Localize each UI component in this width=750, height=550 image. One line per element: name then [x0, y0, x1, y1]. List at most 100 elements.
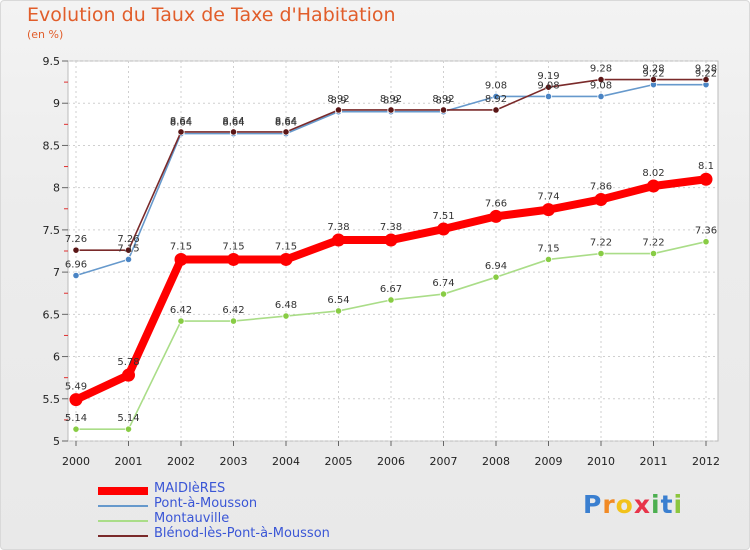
series-point-0: [384, 233, 398, 247]
data-label: 9.22: [642, 69, 664, 80]
legend-swatch: [98, 520, 148, 522]
x-tick-label: 2007: [430, 455, 458, 468]
series-point-2: [702, 238, 710, 246]
legend-swatch: [98, 487, 148, 495]
y-tick-label: 6.5: [43, 308, 61, 321]
data-label: 8.02: [642, 168, 664, 179]
x-tick-label: 2008: [482, 455, 510, 468]
series-point-0: [594, 192, 608, 206]
data-label: 7.74: [537, 192, 559, 203]
series-point-1: [597, 92, 605, 101]
series-point-0: [542, 203, 555, 217]
series-point-2: [282, 312, 290, 320]
series-point-2: [649, 249, 658, 258]
series-point-0: [122, 368, 135, 382]
data-label: 7.86: [590, 181, 612, 192]
series-point-3: [649, 75, 658, 84]
logo-letter: i: [651, 490, 661, 519]
data-label: 7.15: [275, 241, 297, 252]
logo-letter: i: [673, 490, 684, 519]
x-tick-label: 2009: [535, 455, 563, 468]
data-label: 9.22: [695, 69, 717, 80]
series-point-3: [492, 106, 500, 114]
y-axis-unit-label: (en %): [27, 28, 64, 41]
x-tick-label: 2004: [272, 455, 300, 468]
y-tick-label: 9: [53, 97, 60, 110]
data-label: 6.42: [222, 305, 244, 316]
data-label: 8.64: [222, 118, 244, 129]
series-point-1: [124, 255, 133, 264]
data-label: 7.38: [327, 222, 349, 233]
x-tick-label: 2012: [692, 455, 720, 468]
series-point-0: [647, 179, 660, 193]
data-label: 7.36: [695, 226, 717, 237]
data-label: 8.9: [436, 96, 452, 107]
data-label: 6.48: [275, 300, 297, 311]
series-point-3: [544, 83, 553, 91]
data-label: 9.08: [590, 80, 612, 91]
data-label: 8.64: [222, 116, 244, 127]
series-point-2: [124, 425, 133, 433]
y-tick-label: 7.5: [43, 224, 61, 237]
data-label: 7.22: [642, 238, 664, 249]
series-point-2: [177, 317, 185, 325]
series-point-2: [387, 296, 395, 304]
series-point-2: [334, 307, 343, 315]
data-label: 8.1: [698, 161, 714, 172]
series-point-0: [227, 252, 240, 266]
data-label: 6.96: [65, 259, 87, 270]
data-label: 9.08: [485, 80, 507, 91]
x-tick-label: 2002: [167, 455, 195, 468]
data-label: 8.92: [380, 94, 402, 105]
series-point-2: [229, 317, 238, 325]
data-label: 9.19: [537, 71, 559, 82]
x-tick-label: 2003: [220, 455, 248, 468]
data-label: 6.42: [170, 305, 192, 316]
x-tick-label: 2006: [377, 455, 405, 468]
data-label: 7.22: [590, 238, 612, 249]
series-point-3: [439, 106, 448, 114]
data-label: 7.15: [537, 243, 559, 254]
series-point-0: [489, 209, 503, 223]
data-label: 9.28: [642, 64, 664, 75]
x-tick-label: 2005: [325, 455, 353, 468]
series-point-3: [124, 246, 133, 254]
legend-label: Pont-à-Mousson: [154, 496, 258, 511]
data-label: 5.49: [65, 382, 87, 393]
series-point-3: [597, 75, 605, 84]
series-point-3: [282, 128, 290, 136]
data-label: 8.9: [331, 96, 347, 107]
y-tick-label: 8.5: [43, 139, 61, 152]
data-label: 7.66: [485, 198, 507, 209]
data-label: 8.9: [383, 96, 399, 107]
data-label: 8.92: [432, 94, 454, 105]
series-point-3: [702, 75, 710, 84]
data-label: 7.26: [65, 234, 87, 245]
data-label: 7.26: [117, 234, 139, 245]
data-label: 9.28: [590, 64, 612, 75]
data-label: 7.15: [170, 241, 192, 252]
y-tick-label: 5.5: [43, 393, 61, 406]
proxiti-logo: Proxiti: [583, 490, 683, 519]
series-point-0: [699, 172, 713, 186]
data-label: 5.78: [117, 357, 139, 368]
y-tick-label: 6: [53, 351, 60, 364]
y-tick-label: 5: [53, 435, 60, 448]
data-label: 9.08: [537, 80, 559, 91]
series-point-0: [437, 222, 450, 236]
logo-letter: t: [660, 490, 674, 519]
series-point-3: [177, 128, 185, 136]
series-point-2: [72, 425, 80, 433]
y-tick-label: 7: [53, 266, 60, 279]
series-point-0: [174, 252, 188, 266]
series-point-3: [334, 106, 343, 114]
x-tick-label: 2010: [587, 455, 615, 468]
data-label: 8.64: [170, 118, 192, 129]
series-point-2: [597, 249, 605, 258]
data-label: 8.64: [275, 118, 297, 129]
data-label: 7.51: [432, 211, 454, 222]
logo-letter: o: [615, 490, 634, 519]
data-label-layer: 5.49 5.78 7.15 7.15 7.15 7.38 7.38 7.51 7.66 7.74…: [65, 64, 717, 425]
data-label: 8.64: [170, 116, 192, 127]
